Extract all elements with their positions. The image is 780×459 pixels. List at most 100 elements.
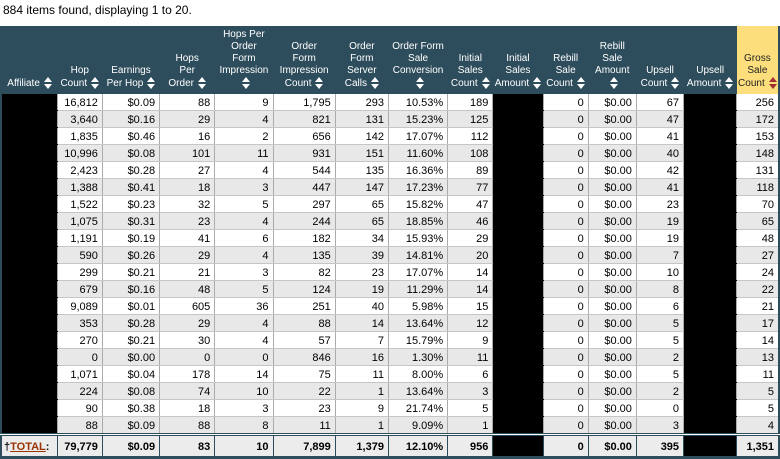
cell-affiliate-redacted [1,399,58,417]
cell-hops-per-order-form-impression: 2 [214,127,274,145]
column-header-upsell-count[interactable]: Upsell Count [636,26,684,94]
cell-initial-sales-amount-redacted [492,263,544,281]
cell-initial-sales-amount-redacted [492,212,544,230]
cell-hop-count: 299 [57,263,103,281]
cell-order-form-impression-count: 846 [273,348,336,366]
cell-upsell-count: 8 [636,280,685,298]
cell-order-form-server-calls: 1 [335,416,389,435]
cell-earnings-per-hop: $0.46 [102,127,161,145]
total-cell-initial-sales-amount-redacted [492,433,544,458]
cell-affiliate-redacted [1,365,58,383]
cell-earnings-per-hop: $0.21 [102,263,161,281]
sort-icon [481,77,490,89]
cell-gross-sale-count: 48 [736,229,779,247]
cell-upsell-amount-redacted [683,246,738,264]
cell-rebill-sale-amount: $0.00 [588,246,637,264]
column-header-initial-sales-count[interactable]: Initial Sales Count [447,26,493,94]
cell-upsell-count: 40 [636,144,685,162]
column-header-order-form-sale-conversion[interactable]: Order Form Sale Conversion [388,26,448,94]
sort-icon [91,77,100,89]
cell-affiliate-redacted [1,195,58,213]
column-header-hops-per-order[interactable]: Hops Per Order [159,26,215,94]
cell-rebill-sale-amount: $0.00 [588,416,637,435]
column-header-rebill-sale-count[interactable]: Rebill Sale Count [543,26,589,94]
cell-hops-per-order: 32 [159,195,216,213]
cell-rebill-sale-amount: $0.00 [588,314,637,332]
sort-icon [768,77,777,89]
column-header-hop-count[interactable]: Hop Count [57,26,103,94]
cell-order-form-impression-count: 251 [273,297,336,315]
cell-earnings-per-hop: $0.08 [102,382,161,400]
cell-rebill-sale-amount: $0.00 [588,212,637,230]
cell-rebill-sale-count: 0 [543,263,589,281]
cell-upsell-count: 42 [636,161,685,179]
cell-order-form-server-calls: 40 [335,297,389,315]
cell-rebill-sale-count: 0 [543,144,589,162]
cell-order-form-impression-count: 656 [273,127,336,145]
cell-earnings-per-hop: $0.38 [102,399,161,417]
cell-upsell-amount-redacted [683,110,738,128]
cell-hops-per-order: 23 [159,212,216,230]
column-header-order-form-impression-count[interactable]: Order Form Impression Count [273,26,336,94]
cell-hops-per-order-form-impression: 0 [214,348,274,366]
cell-upsell-count: 0 [636,399,685,417]
cell-affiliate-redacted [1,178,58,196]
cell-upsell-amount-redacted [683,314,738,332]
cell-initial-sales-count: 77 [447,178,494,196]
cell-order-form-server-calls: 14 [335,314,389,332]
cell-initial-sales-amount-redacted [492,229,544,247]
cell-order-form-sale-conversion: 16.36% [388,161,449,179]
column-header-rebill-sale-amount[interactable]: Rebill Sale Amount [588,26,637,94]
column-header-hops-per-order-form-impression[interactable]: Hops Per Order Form Impression [214,26,274,94]
cell-order-form-sale-conversion: 21.74% [388,399,449,417]
cell-hops-per-order-form-impression: 3 [214,263,274,281]
cell-hop-count: 90 [57,399,103,417]
cell-initial-sales-count: 47 [447,195,494,213]
cell-hop-count: 1,075 [57,212,103,230]
cell-order-form-impression-count: 182 [273,229,336,247]
dagger-mark: † [4,440,11,453]
cell-rebill-sale-count: 0 [543,195,589,213]
cell-order-form-sale-conversion: 13.64% [388,382,449,400]
cell-upsell-amount-redacted [683,348,738,366]
cell-earnings-per-hop: $0.01 [102,297,161,315]
column-header-upsell-amount[interactable]: Upsell Amount [683,26,737,94]
cell-hop-count: 10,996 [57,144,103,162]
cell-gross-sale-count: 65 [736,212,779,230]
cell-initial-sales-amount-redacted [492,246,544,264]
column-header-gross-sale-count[interactable]: Gross Sale Count [736,26,779,94]
sort-icon [533,77,542,89]
cell-hop-count: 1,835 [57,127,103,145]
cell-affiliate-redacted [1,212,58,230]
column-header-initial-sales-amount[interactable]: Initial Sales Amount [492,26,544,94]
cell-upsell-count: 2 [636,348,685,366]
column-header-affiliate[interactable]: Affiliate [1,26,58,94]
cell-order-form-server-calls: 11 [335,365,389,383]
cell-gross-sale-count: 70 [736,195,779,213]
cell-order-form-sale-conversion: 17.07% [388,127,449,145]
items-found-summary: 884 items found, displaying 1 to 20. [3,3,192,17]
sort-icon [725,77,734,89]
total-link[interactable]: TOTAL [10,440,46,453]
cell-order-form-server-calls: 19 [335,280,389,298]
cell-order-form-sale-conversion: 17.23% [388,178,449,196]
cell-order-form-impression-count: 821 [273,110,336,128]
cell-hop-count: 353 [57,314,103,332]
cell-upsell-count: 41 [636,127,685,145]
column-header-earnings-per-hop[interactable]: Earnings Per Hop [102,26,160,94]
sort-icon [241,77,250,89]
cell-gross-sale-count: 24 [736,263,779,281]
cell-upsell-count: 67 [636,94,685,111]
column-header-order-form-server-calls[interactable]: Order Form Server Calls [335,26,389,94]
cell-hop-count: 9,089 [57,297,103,315]
cell-order-form-server-calls: 39 [335,246,389,264]
cell-upsell-amount-redacted [683,280,738,298]
cell-hops-per-order-form-impression: 9 [214,94,274,111]
cell-rebill-sale-count: 0 [543,161,589,179]
cell-hop-count: 224 [57,382,103,400]
cell-order-form-impression-count: 23 [273,399,336,417]
cell-order-form-impression-count: 75 [273,365,336,383]
sort-icon [43,77,52,89]
cell-upsell-count: 5 [636,331,685,349]
cell-upsell-amount-redacted [683,94,738,111]
